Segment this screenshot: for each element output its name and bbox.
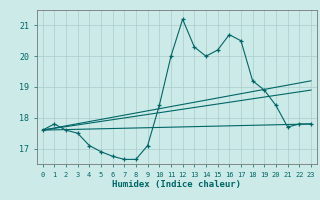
X-axis label: Humidex (Indice chaleur): Humidex (Indice chaleur) xyxy=(112,180,241,189)
